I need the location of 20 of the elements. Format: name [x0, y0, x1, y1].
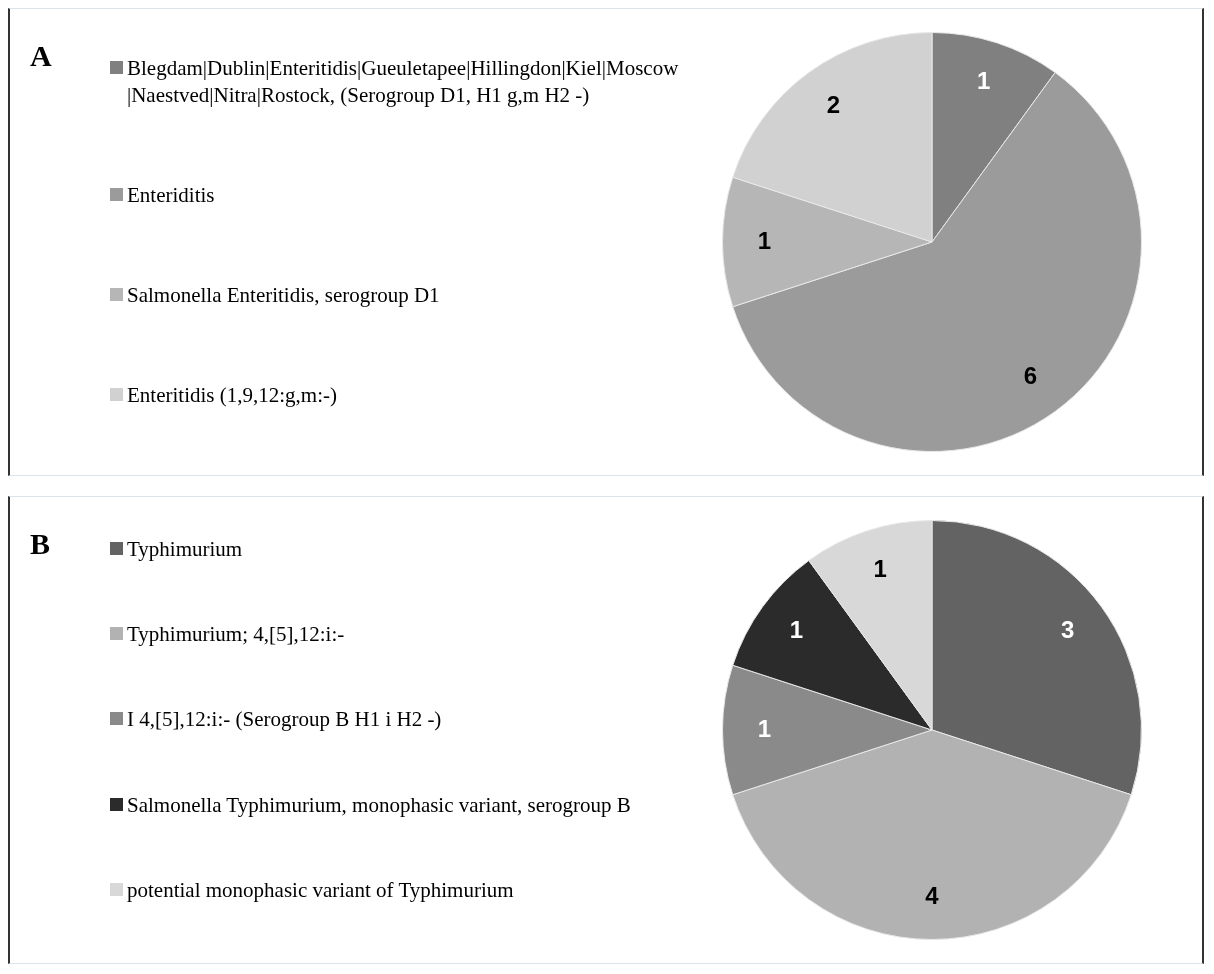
legend-label: Salmonella Typhimurium, monophasic variant, serogroup B [127, 791, 631, 819]
data-label: 1 [873, 555, 887, 583]
data-label: 2 [826, 91, 841, 119]
legend-label: potential monophasic variant of Typhimurium [127, 876, 514, 904]
legend-label: Enteriditis [127, 182, 215, 210]
chart-title: B [30, 527, 51, 561]
legend-label: Typhimurium [127, 536, 243, 564]
data-label: 6 [1023, 362, 1038, 390]
chart-title: A [30, 39, 52, 73]
data-label: 1 [757, 226, 772, 254]
data-label: 4 [925, 882, 940, 910]
legend-label: Salmonella Enteritidis, serogroup D1 [127, 281, 440, 309]
data-label: 1 [757, 714, 772, 742]
legend-label: Blegdam|Dublin|Enteritidis|Gueuletapee|Hillingdon|Kiel|Moscow|Naestved|Nitra|Rostock, (Serogroup D1, H1 g,m H2 -) [127, 55, 680, 110]
data-label: 1 [977, 67, 991, 95]
data-label: 3 [1060, 616, 1075, 644]
legend-label: I 4,[5],12:i:- (Serogroup B H1 i H2 -) [127, 706, 442, 734]
legend-label: Enteritidis (1,9,12:g,m:-) [127, 381, 337, 409]
data-label: 1 [789, 616, 804, 644]
legend-label: Typhimurium; 4,[5],12:i:- [127, 621, 345, 649]
